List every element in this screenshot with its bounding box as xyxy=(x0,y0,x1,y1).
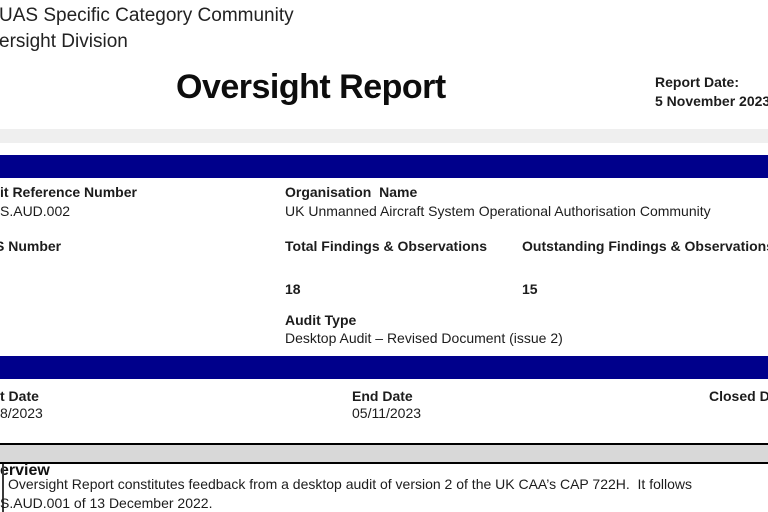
overview-text-line1: Oversight Report constitutes feedback fr… xyxy=(8,476,693,492)
organisation-name-value: UK Unmanned Aircraft System Operational … xyxy=(285,203,711,219)
end-date-label: End Date xyxy=(352,388,413,404)
overview-section-bar: erview xyxy=(0,443,768,479)
organisation-name-label: Organisation Name xyxy=(285,184,418,200)
audit-reference-number-label: it Reference Number xyxy=(0,184,137,200)
page-title: Oversight Report xyxy=(176,68,446,106)
details-section-title: tails xyxy=(0,181,31,198)
audit-reference-number-value: S.AUD.002 xyxy=(0,203,71,219)
outstanding-findings-label: Outstanding Findings & Observations xyxy=(522,238,768,254)
overview-box-left-border xyxy=(2,464,4,512)
dates-section-bar: tes xyxy=(0,356,768,399)
audit-type-value: Desktop Audit – Revised Document (issue … xyxy=(285,330,563,346)
start-date-value: 8/2023 xyxy=(0,405,43,421)
org-name-line1: UAS Specific Category Community xyxy=(0,5,294,26)
dates-section-title: tes xyxy=(0,382,22,399)
header-divider-strip xyxy=(0,129,768,143)
total-findings-label: Total Findings & Observations xyxy=(285,238,487,254)
details-section-bar: tails xyxy=(0,155,768,198)
end-date-value: 05/11/2023 xyxy=(352,405,422,421)
closed-date-label: Closed Date xyxy=(709,388,768,404)
org-name-line2: ersight Division xyxy=(0,31,128,52)
start-date-label: t Date xyxy=(0,388,39,404)
overview-text-line2: S.AUD.001 of 13 December 2022. xyxy=(0,495,213,511)
total-findings-value: 18 xyxy=(285,281,301,297)
report-date-label: Report Date: xyxy=(655,74,740,90)
outstanding-findings-value: 15 xyxy=(522,281,538,297)
overview-section-title: erview xyxy=(0,462,50,479)
number-label: S Number xyxy=(0,238,62,254)
audit-type-label: Audit Type xyxy=(285,312,357,328)
report-date-value: 5 November 2023 xyxy=(655,93,768,109)
